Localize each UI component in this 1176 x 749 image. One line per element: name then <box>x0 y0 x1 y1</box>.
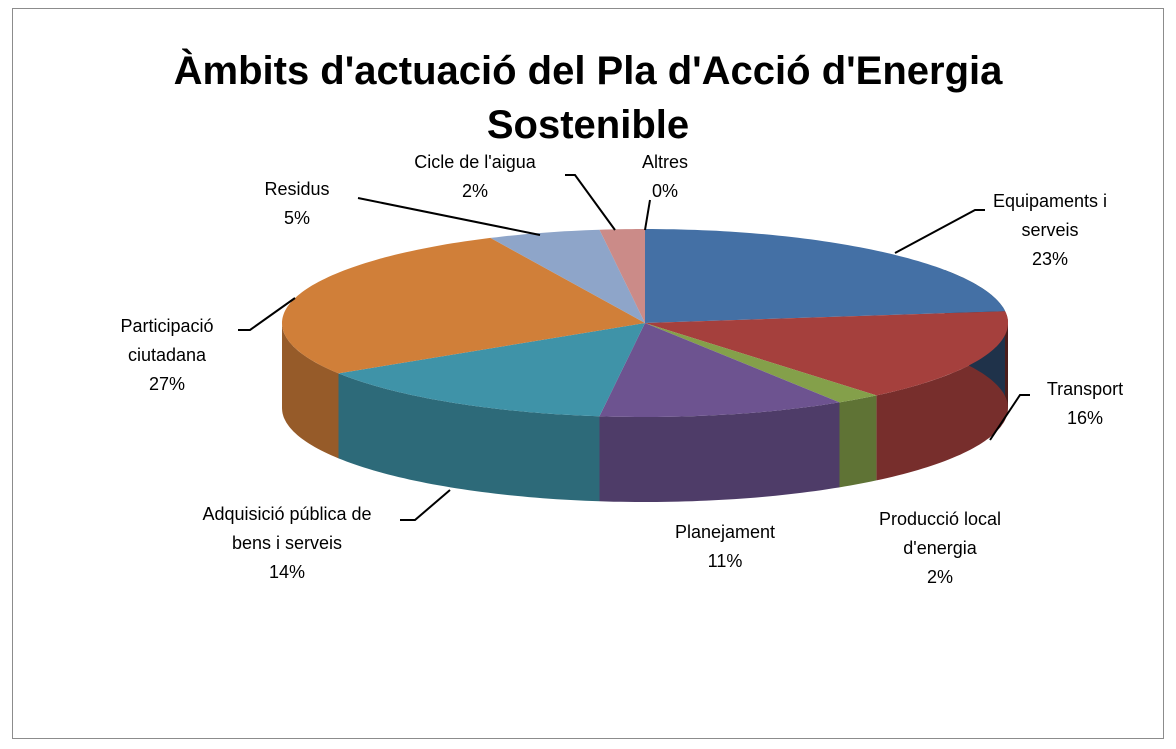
category-label: Producció local d'energia <box>878 509 1002 558</box>
chart-frame <box>12 8 1164 739</box>
category-label: Altres <box>641 152 688 172</box>
category-label: Planejament <box>674 522 776 542</box>
data-label: Adquisició pública de bens i serveis 14% <box>197 500 377 587</box>
leader-line <box>894 209 985 254</box>
value-label: 27% <box>148 374 186 394</box>
value-label: 23% <box>1031 249 1069 269</box>
slice <box>599 229 645 323</box>
data-label: Cicle de l'aigua 2% <box>390 148 560 206</box>
data-label: Participació ciutadana 27% <box>102 312 232 399</box>
slice-side <box>338 373 600 502</box>
slice-side <box>839 395 877 488</box>
data-label: Planejament 11% <box>645 518 805 576</box>
leader-line <box>989 394 1030 441</box>
slice <box>645 323 877 403</box>
data-label: Residus 5% <box>247 175 347 233</box>
leader-line <box>644 199 651 231</box>
value-label: 11% <box>707 551 743 571</box>
category-label: Transport <box>1046 379 1124 399</box>
category-label: Cicle de l'aigua <box>414 152 536 172</box>
value-label: 14% <box>268 562 306 582</box>
slice <box>282 237 645 374</box>
category-label: Adquisició pública de bens i serveis <box>202 504 372 553</box>
slice-side <box>282 323 339 459</box>
slice-side <box>1005 311 1008 408</box>
leader-line <box>357 197 541 236</box>
leader-line <box>400 489 451 521</box>
value-label: 16% <box>1066 408 1104 428</box>
slice <box>490 229 645 323</box>
slice <box>599 323 840 417</box>
value-label: 2% <box>926 567 953 587</box>
value-label: 0% <box>651 181 678 201</box>
chart-title: Àmbits d'actuació del Pla d'Acció d'Ener… <box>173 49 1003 147</box>
category-label: Equipaments i serveis <box>992 191 1108 240</box>
category-label: Residus <box>264 179 330 199</box>
leader-line <box>238 297 296 331</box>
value-label: 5% <box>283 208 310 228</box>
slice <box>338 323 645 417</box>
data-label: Producció local d'energia 2% <box>860 505 1020 592</box>
value-label: 2% <box>461 181 488 201</box>
data-label: Altres 0% <box>615 148 715 206</box>
slice <box>645 229 1006 323</box>
category-label: Participació ciutadana <box>120 316 214 365</box>
leader-line <box>565 174 616 231</box>
slice-side <box>599 402 840 502</box>
slice <box>645 311 1008 396</box>
data-label: Equipaments i serveis 23% <box>975 187 1125 274</box>
data-label: Transport 16% <box>1035 375 1135 433</box>
